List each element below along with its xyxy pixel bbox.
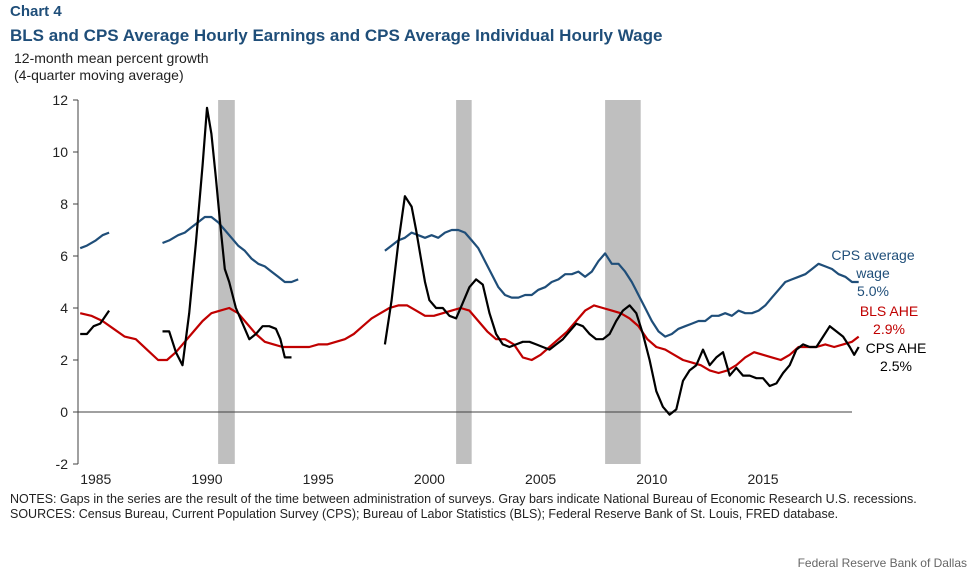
y-axis-label: 12-month mean percent growth (4-quarter … [14, 50, 209, 84]
y-tick-label: 4 [60, 300, 68, 316]
y-tick-label: 2 [60, 352, 68, 368]
y-tick-label: 12 [52, 92, 68, 108]
series-label-cps_ahe-1: CPS AHE [866, 340, 927, 356]
series-label-cps_wage-2: wage [855, 265, 890, 281]
x-tick-label: 2005 [525, 471, 556, 487]
y-tick-label: 6 [60, 248, 68, 264]
series-line-cps_wage-3 [384, 228, 859, 338]
series-label-cps_wage-3: 5.0% [857, 283, 889, 299]
y-tick-label: 10 [52, 144, 68, 160]
x-tick-label: 1995 [303, 471, 334, 487]
x-tick-label: 2015 [747, 471, 778, 487]
series-labels: CPS average wage 5.0% BLS AHE 2.9% CPS AHE 2.5… [831, 247, 926, 374]
series-line-cps_ahe-2 [162, 106, 292, 367]
series-lines [79, 106, 860, 416]
series-label-bls_ahe-1: BLS AHE [860, 303, 918, 319]
recession-bar-1 [218, 100, 235, 464]
series-line-bls_ahe-1 [79, 304, 860, 375]
x-tick-label: 1985 [80, 471, 111, 487]
chart-notes: NOTES: Gaps in the series are the result… [10, 492, 965, 522]
credit-line: Federal Reserve Bank of Dallas [797, 556, 967, 570]
x-tick-label: 1990 [191, 471, 222, 487]
notes-text: NOTES: Gaps in the series are the result… [10, 492, 917, 506]
y-axis-label-line-1: 12-month mean percent growth [14, 50, 209, 66]
y-tick-label: -2 [56, 456, 69, 472]
series-line-cps_wage-1 [79, 231, 110, 250]
series-label-bls_ahe-2: 2.9% [873, 321, 905, 337]
series-label-cps_wage-1: CPS average [831, 247, 914, 263]
series-label-cps_ahe-2: 2.5% [880, 358, 912, 374]
x-tick-label: 2010 [636, 471, 667, 487]
series-line-cps_wage-2 [162, 215, 299, 284]
recession-bar-3 [605, 100, 641, 464]
x-tick-label: 2000 [414, 471, 445, 487]
chart-title: BLS and CPS Average Hourly Earnings and … [10, 26, 663, 45]
y-axis-label-line-2: (4-quarter moving average) [14, 67, 184, 83]
recession-bars [218, 100, 641, 464]
y-tick-label: 0 [60, 404, 68, 420]
recession-bar-2 [456, 100, 472, 464]
chart-number: Chart 4 [10, 3, 62, 20]
y-tick-label: 8 [60, 196, 68, 212]
series-line-cps_ahe-1 [80, 309, 111, 336]
axes: -2 0 2 4 6 8 10 12 1985 1990 1995 2000 2005 2010 2015 [52, 92, 852, 487]
series-line-cps_ahe-3 [383, 195, 860, 416]
sources-text: SOURCES: Census Bureau, Current Populati… [10, 507, 839, 521]
